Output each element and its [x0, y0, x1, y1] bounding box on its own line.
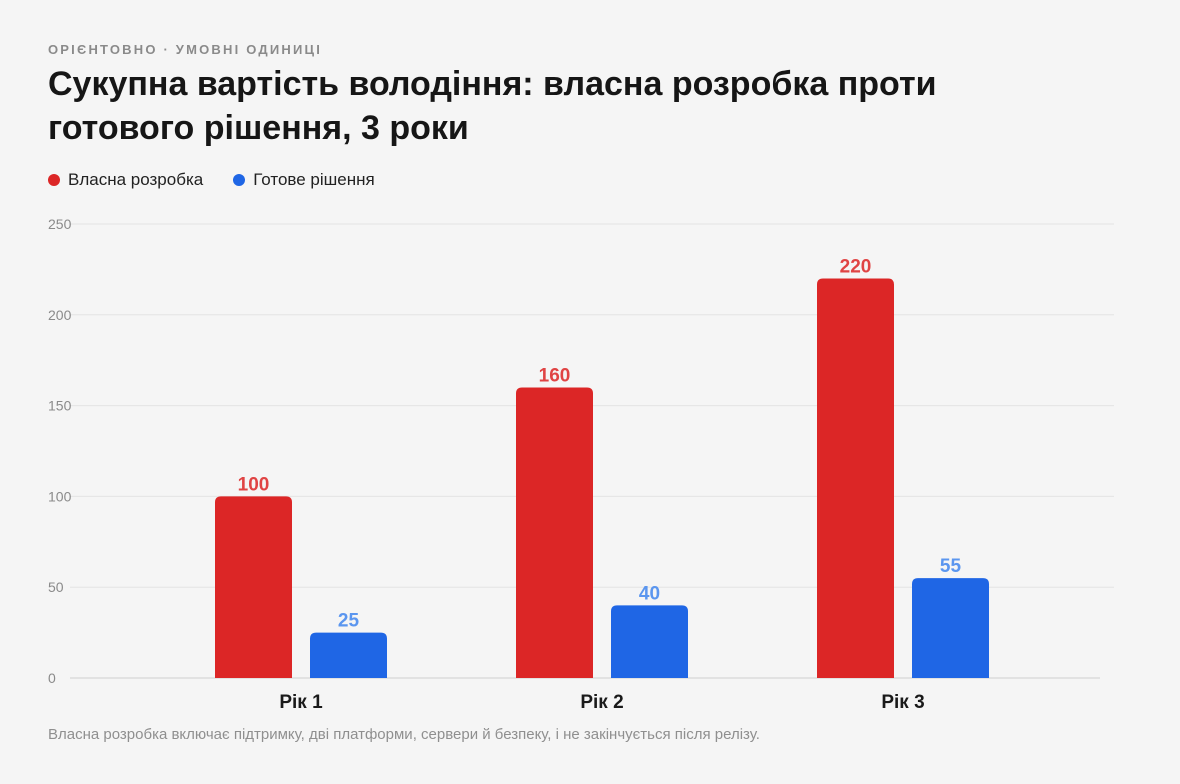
- data-label: 100: [238, 474, 270, 495]
- y-tick-label: 0: [48, 670, 56, 686]
- y-tick-label: 150: [48, 398, 72, 414]
- x-tick-label: Рік 2: [580, 692, 623, 713]
- bar-own: [516, 387, 593, 678]
- bar-own: [215, 496, 292, 678]
- y-tick-label: 200: [48, 307, 72, 323]
- footnote: Власна розробка включає підтримку, дві п…: [48, 726, 760, 743]
- kicker: ОРІЄНТОВНО · УМОВНІ ОДИНИЦІ: [48, 42, 323, 57]
- y-tick-label: 250: [48, 216, 72, 232]
- chart-title: Сукупна вартість володіння: власна розро…: [48, 65, 937, 147]
- data-label: 220: [840, 256, 872, 277]
- bar-ready: [611, 605, 688, 678]
- legend-label-ready: Готове рішення: [253, 170, 375, 189]
- bar-ready: [912, 578, 989, 678]
- data-label: 40: [639, 583, 660, 604]
- legend: Власна розробка Готове рішення: [48, 170, 405, 190]
- bar-own: [817, 278, 894, 678]
- legend-item-ready: Готове рішення: [233, 170, 375, 190]
- legend-dot-ready: [233, 174, 246, 186]
- y-tick-label: 50: [48, 579, 64, 595]
- legend-dot-own: [48, 174, 60, 186]
- legend-item-own: Власна розробка: [48, 170, 203, 190]
- bar-ready: [310, 632, 387, 678]
- data-label: 55: [940, 556, 962, 577]
- x-tick-label: Рік 3: [881, 692, 924, 713]
- legend-label-own: Власна розробка: [68, 170, 204, 189]
- data-label: 160: [539, 365, 571, 386]
- y-tick-label: 100: [48, 488, 72, 504]
- x-tick-label: Рік 1: [279, 692, 323, 713]
- data-label: 25: [338, 611, 360, 632]
